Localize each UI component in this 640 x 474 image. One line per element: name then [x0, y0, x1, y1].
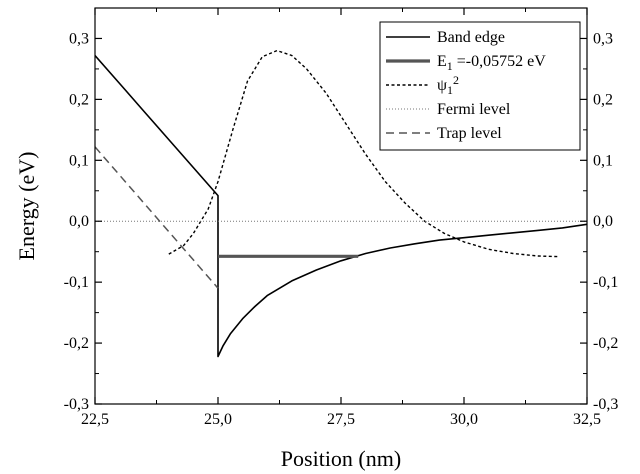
legend-label: Fermi level [437, 101, 511, 118]
x-tick-label: 22,5 [81, 411, 109, 428]
legend-box [379, 21, 581, 151]
x-axis-title: Position (nm) [281, 446, 401, 471]
y-tick-label: 0,1 [69, 152, 89, 169]
y-tick-label: -0,3 [64, 396, 89, 413]
x-tick-label: 25,0 [204, 411, 232, 428]
series-line-0 [95, 54, 587, 358]
y-tick-label: -0,2 [64, 335, 89, 352]
x-tick-label: 30,0 [450, 411, 478, 428]
y-tick-label: -0,1 [64, 274, 89, 291]
y-axis-title: Energy (eV) [14, 152, 39, 261]
legend-label: E1 =-0,05752 eV [437, 53, 546, 73]
legend-label: Band edge [437, 29, 505, 46]
legend-label: Trap level [437, 125, 502, 142]
axis-tick-labels: 22,5 25,0 27,5 30,0 32,5-0,3 -0,3-0,2 -0,2-0,1… [64, 30, 619, 428]
y-tick-label: 0,2 [69, 91, 89, 108]
axis-ticks [94, 7, 588, 405]
series-line-4 [95, 146, 219, 289]
x-tick-label: 27,5 [327, 411, 355, 428]
y-tick-label-right: -0,2 [593, 335, 618, 352]
y-tick-label-right: -0,3 [593, 396, 618, 413]
y-tick-label-right: -0,1 [593, 274, 618, 291]
y-tick-label-right: 0,0 [593, 213, 613, 230]
y-tick-label-right: 0,2 [593, 91, 613, 108]
y-tick-label: 0,3 [69, 30, 89, 47]
y-tick-label-right: 0,3 [593, 30, 613, 47]
plot-lines [95, 49, 587, 358]
y-tick-label-right: 0,1 [593, 152, 613, 169]
x-tick-label: 32,5 [573, 411, 601, 428]
y-tick-label: 0,0 [69, 213, 89, 230]
